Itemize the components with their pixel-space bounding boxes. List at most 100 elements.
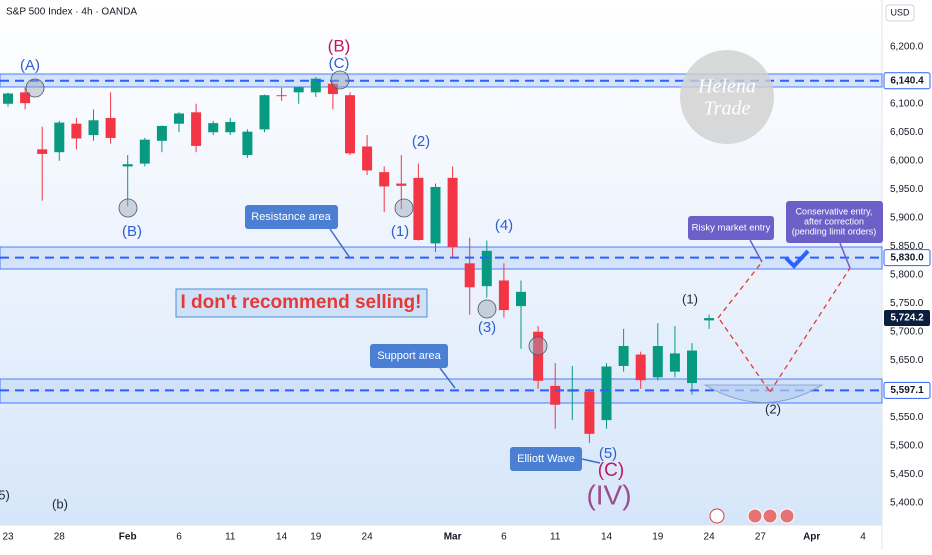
candle-body xyxy=(88,120,99,136)
candle-body xyxy=(174,113,184,124)
candle-body xyxy=(447,177,458,247)
candle-body xyxy=(208,123,219,133)
y-tick-label: 5,500.0 xyxy=(890,440,924,451)
candle-body xyxy=(533,331,544,381)
candle-body xyxy=(618,346,629,366)
y-tick-label: 6,050.0 xyxy=(890,127,924,138)
y-tick-label: 6,200.0 xyxy=(890,41,924,52)
price-tag-label: 5,830.0 xyxy=(890,252,924,263)
price-tag xyxy=(883,72,931,90)
callout-tail xyxy=(839,242,851,269)
callout xyxy=(245,205,338,229)
callout xyxy=(786,201,883,243)
last-price-label: 5,724.2 xyxy=(890,313,924,324)
candle-body xyxy=(362,146,373,171)
wave-label: (3) xyxy=(478,319,496,336)
x-tick-label: 14 xyxy=(276,532,288,543)
x-tick-label: 24 xyxy=(704,532,716,543)
check-mark xyxy=(784,249,810,269)
callout-text: after correction xyxy=(804,216,864,226)
candle-body xyxy=(71,123,82,139)
last-price-tag xyxy=(884,309,930,326)
callout xyxy=(688,216,774,240)
y-tick-label: 5,850.0 xyxy=(890,241,924,252)
callout-tail xyxy=(329,228,351,259)
candle-body xyxy=(293,87,304,93)
candle-body xyxy=(396,183,407,186)
x-tick-label: 6 xyxy=(501,532,507,543)
candle-body xyxy=(259,95,270,130)
x-tick-label: Apr xyxy=(803,532,820,543)
candle-body xyxy=(37,149,48,154)
wave-label: (b) xyxy=(52,496,68,511)
candle-body xyxy=(3,93,13,104)
watermark-text: Helena xyxy=(697,76,756,98)
candle-body xyxy=(20,92,31,104)
y-tick-label: 5,400.0 xyxy=(890,497,924,508)
candle-body xyxy=(601,366,612,421)
event-icons xyxy=(709,508,795,524)
note-text: I don't recommend selling! xyxy=(181,292,422,313)
wave-label: (2) xyxy=(412,133,430,150)
x-tick-label: 11 xyxy=(225,532,236,543)
x-tick-label: Mar xyxy=(444,532,462,543)
callout-text: Resistance area xyxy=(251,211,331,223)
y-tick-label: 5,450.0 xyxy=(890,469,924,480)
price-tag-label: 5,597.1 xyxy=(890,385,924,396)
price-tag xyxy=(883,249,931,267)
x-tick-label: Feb xyxy=(119,532,137,543)
x-tick-label: 23 xyxy=(2,532,14,543)
y-tick-label: 6,000.0 xyxy=(890,155,924,166)
callout-tail xyxy=(581,458,601,464)
x-tick-label: 24 xyxy=(362,532,374,543)
price-tag-label: 6,140.4 xyxy=(890,75,924,86)
x-tick-label: 6 xyxy=(176,532,182,543)
candle-body xyxy=(704,318,715,321)
candle-body xyxy=(652,346,663,378)
x-tick-label: 19 xyxy=(310,532,322,543)
callout-text: (pending limit orders) xyxy=(792,226,877,236)
wave-label: (5) xyxy=(599,445,617,462)
candle-body xyxy=(379,172,390,187)
wave-label: (C) xyxy=(329,55,350,72)
correction-arc xyxy=(703,384,824,403)
currency: USD xyxy=(890,7,910,17)
candle-body xyxy=(225,121,236,133)
callout-text: Conservative entry, xyxy=(796,206,873,216)
candle-body xyxy=(464,263,475,288)
callout xyxy=(510,447,582,471)
wave-label: (4) xyxy=(495,217,513,234)
y-tick-label: 5,800.0 xyxy=(890,269,924,280)
candle-body xyxy=(327,83,338,95)
wave-label: (A) xyxy=(20,57,40,74)
x-tick-label: 27 xyxy=(755,532,767,543)
price-tag xyxy=(883,381,931,399)
candle-body xyxy=(242,131,253,156)
wave-label: (B) xyxy=(328,36,351,55)
candle-body xyxy=(156,125,167,141)
wave-label: (1) xyxy=(391,223,409,240)
candle-body xyxy=(310,78,321,93)
wave-label: (IV) xyxy=(586,479,631,510)
wave-label: (1) xyxy=(682,291,698,306)
y-tick-label: 6,100.0 xyxy=(890,98,924,109)
forecast-paths xyxy=(717,261,851,393)
y-tick-label: 5,550.0 xyxy=(890,412,924,423)
x-tick-label: 19 xyxy=(652,532,664,543)
candle-body xyxy=(413,177,424,240)
y-tick-label: 5,900.0 xyxy=(890,212,924,223)
candle-body xyxy=(481,250,492,287)
watermark-text: Trade xyxy=(704,98,751,120)
callout-text: Risky market entry xyxy=(692,223,771,234)
callout-tail xyxy=(749,239,763,263)
wave-label: (2) xyxy=(765,401,781,416)
candle-body xyxy=(669,353,680,372)
candle-body xyxy=(139,139,150,164)
candle-body xyxy=(191,112,202,146)
candle-body xyxy=(54,122,65,153)
candle-body xyxy=(105,117,116,138)
currency-box xyxy=(885,4,915,22)
y-tick-label: 5,950.0 xyxy=(890,184,924,195)
candle-body xyxy=(345,95,355,154)
